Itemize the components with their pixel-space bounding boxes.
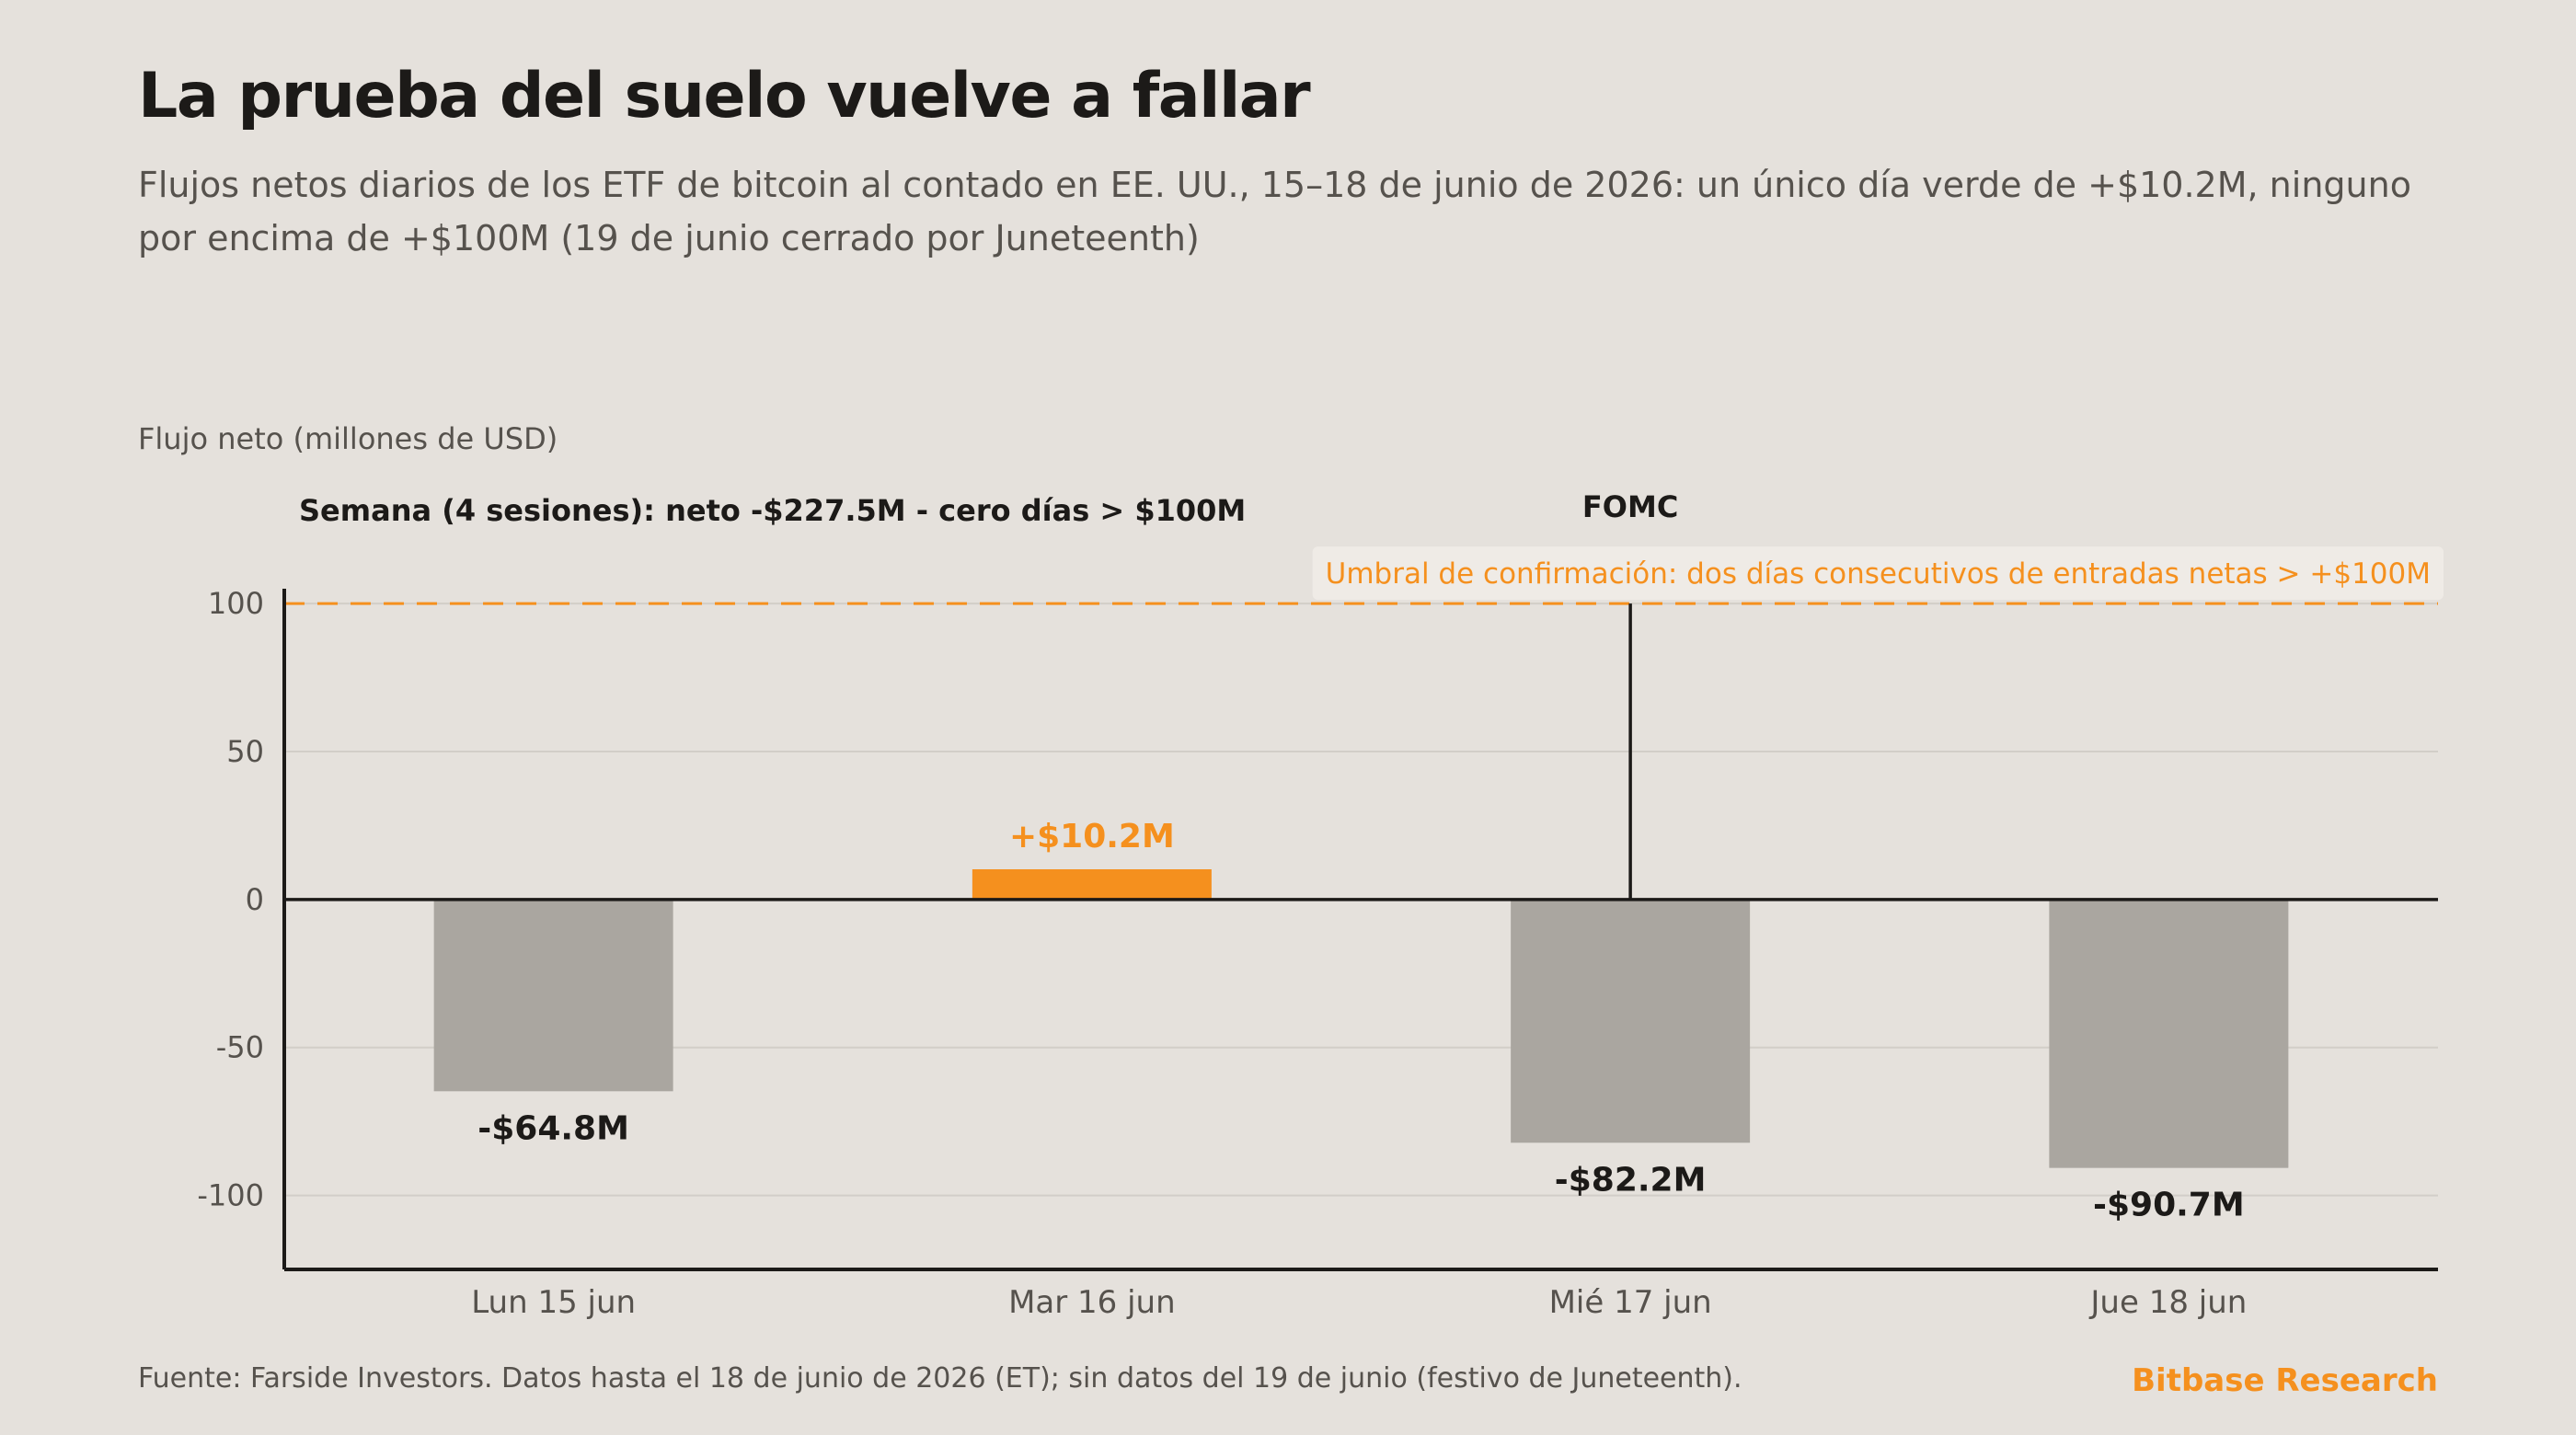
chart-subtitle: Flujos netos diarios de los ETF de bitco… bbox=[138, 165, 2411, 258]
chart-title: La prueba del suelo vuelve a fallar bbox=[138, 60, 1311, 132]
bar-2 bbox=[972, 869, 1212, 900]
data-label: -$90.7M bbox=[2093, 1187, 2245, 1224]
x-tick-label: Mar 16 jun bbox=[1008, 1284, 1176, 1321]
threshold-group: Umbral de confirmación: dos días consecu… bbox=[284, 546, 2444, 605]
data-labels: -$64.8M +$10.2M -$82.2M -$90.7M bbox=[477, 818, 2244, 1224]
y-tick-label: -50 bbox=[216, 1030, 264, 1065]
week-annotation: Semana (4 sesiones): neto -$227.5M - cer… bbox=[299, 493, 1246, 528]
bar-3 bbox=[1511, 899, 1751, 1143]
x-tick-label: Mié 17 jun bbox=[1549, 1284, 1712, 1321]
y-tick-label: -100 bbox=[197, 1178, 264, 1213]
bars bbox=[433, 869, 2289, 1168]
bar-4 bbox=[2049, 899, 2289, 1168]
data-label: +$10.2M bbox=[1009, 818, 1175, 855]
data-label: -$82.2M bbox=[1555, 1161, 1707, 1199]
x-tick-label: Jue 18 jun bbox=[2088, 1284, 2247, 1321]
threshold-label: Umbral de confirmación: dos días consecu… bbox=[1326, 557, 2431, 591]
bar-1 bbox=[433, 899, 673, 1092]
y-tick-label: 0 bbox=[246, 882, 264, 917]
y-tick-label: 50 bbox=[226, 734, 264, 769]
data-label: -$64.8M bbox=[477, 1109, 629, 1147]
y-axis-label: Flujo neto (millones de USD) bbox=[138, 421, 558, 456]
event-marker-group: FOMC bbox=[1582, 489, 1678, 900]
brand-label: Bitbase Research bbox=[2132, 1362, 2438, 1399]
x-axis-ticks: Lun 15 jun Mar 16 jun Mié 17 jun Jue 18 jun bbox=[471, 1284, 2247, 1321]
event-marker-label: FOMC bbox=[1582, 489, 1678, 524]
axes bbox=[282, 589, 2438, 1271]
y-axis-ticks: 100 50 0 -50 -100 bbox=[197, 586, 264, 1212]
x-tick-label: Lun 15 jun bbox=[471, 1284, 636, 1321]
source-note: Fuente: Farside Investors. Datos hasta e… bbox=[138, 1362, 1742, 1395]
threshold-label-background bbox=[1312, 546, 2444, 601]
y-tick-label: 100 bbox=[208, 586, 264, 621]
